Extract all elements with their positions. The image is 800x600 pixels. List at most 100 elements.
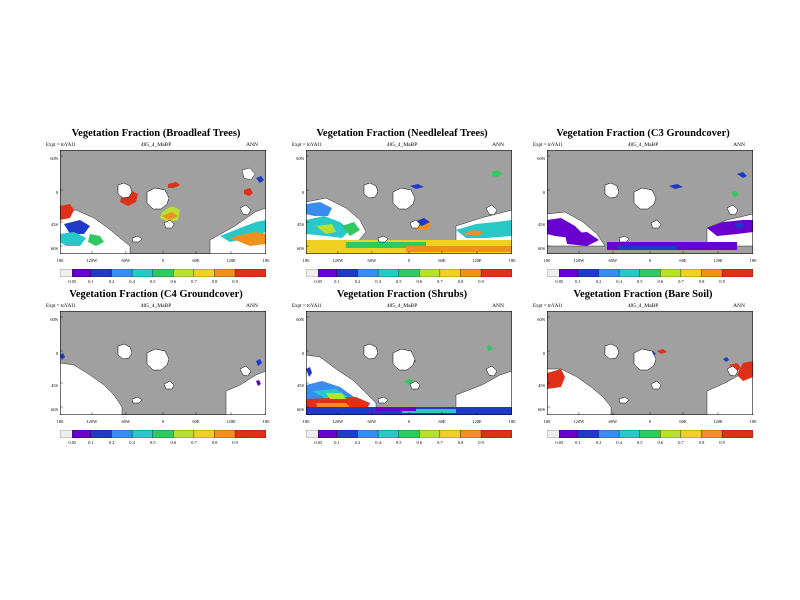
no-data-region — [241, 167, 256, 181]
colorbar-label: 0.4 — [616, 279, 622, 284]
colorbar — [60, 269, 266, 277]
fraction-region — [230, 232, 266, 246]
lat-tick-label: 60N — [50, 317, 58, 322]
coastline-region — [604, 182, 620, 199]
colorbar-swatch — [234, 430, 266, 438]
colorbar-label: 0.9 — [719, 440, 725, 445]
case-label: 485_4_MaBP — [386, 142, 418, 148]
colorbar-swatch — [547, 430, 560, 438]
case-label: 485_4_MaBP — [627, 142, 659, 148]
panel-title: Vegetation Fraction (Shrubs) — [336, 289, 468, 300]
lon-tick-label: 120W — [86, 419, 98, 424]
lon-tick-label: 0 — [648, 419, 652, 424]
coastline-region — [377, 235, 389, 243]
lon-tick-label: 120E — [713, 258, 723, 263]
lon-tick-label: 0 — [161, 419, 165, 424]
lat-tick-label: 0 — [542, 351, 545, 356]
colorbar-swatch — [131, 269, 153, 277]
coastline-region — [117, 343, 133, 360]
no-data-region — [225, 370, 266, 415]
lon-tick-label: 180 — [262, 419, 270, 424]
fraction-region — [565, 232, 599, 246]
fraction-region — [617, 246, 677, 250]
coastline-region — [604, 343, 620, 360]
fraction-region — [220, 220, 266, 242]
lat-tick-label: 60N — [50, 156, 58, 161]
colorbar-swatch — [680, 430, 702, 438]
colorbar-swatch — [214, 269, 236, 277]
lat-tick-label: 60N — [296, 317, 304, 322]
coastline-region — [650, 380, 662, 390]
fraction-region — [737, 361, 753, 381]
panel-title: Vegetation Fraction (Bare Soil) — [573, 289, 713, 300]
colorbar-swatch — [214, 430, 236, 438]
lon-tick-label: 120W — [332, 258, 344, 263]
colorbar-swatch — [377, 430, 399, 438]
coastline-region — [239, 365, 252, 377]
coastline-region — [618, 396, 630, 404]
colorbar-swatch — [90, 269, 112, 277]
colorbar-swatch — [131, 430, 153, 438]
coastline-region — [146, 348, 170, 371]
lon-tick-label: 180 — [508, 258, 516, 263]
expt-label: Expt = toYAI1 — [533, 143, 563, 148]
colorbar-label: 0.8 — [211, 440, 218, 445]
map-plot — [547, 150, 753, 254]
colorbar-label: 0.1 — [88, 279, 94, 284]
colorbar-label: 0.8 — [457, 279, 464, 284]
lon-tick-label: 60W — [367, 419, 377, 424]
colorbar-swatch — [234, 269, 266, 277]
colorbar-label: 0.05 — [68, 440, 77, 445]
fraction-region — [168, 182, 180, 188]
colorbar-label: 0.7 — [678, 279, 684, 284]
colorbar-swatch — [318, 269, 338, 277]
lon-tick-label: 120E — [472, 258, 482, 263]
colorbar-label: 0.2 — [108, 279, 115, 284]
lat-tick-label: 60S — [50, 407, 58, 412]
fraction-region — [256, 176, 264, 183]
colorbar-label: 0.2 — [595, 279, 602, 284]
colorbar-swatch — [152, 430, 174, 438]
fraction-region — [60, 353, 65, 360]
lon-tick-label: 60E — [679, 419, 687, 424]
coastline-region — [392, 187, 416, 210]
no-data-region — [60, 362, 123, 415]
colorbar-swatch — [660, 269, 682, 277]
lon-tick-label: 180 — [56, 419, 64, 424]
lon-tick-label: 60W — [121, 258, 131, 263]
colorbar-label: 0.8 — [211, 279, 218, 284]
colorbar-swatch — [721, 430, 753, 438]
case-label: 485_4_MaBP — [140, 142, 172, 148]
colorbar-label: 0.1 — [575, 440, 581, 445]
lon-tick-label: 180 — [302, 419, 310, 424]
lon-tick-label: 120W — [332, 419, 344, 424]
map-plot — [306, 150, 512, 254]
lat-tick-label: 0 — [55, 351, 58, 356]
panel-title: Vegetation Fraction (C4 Groundcover) — [69, 289, 243, 300]
season-label: ANN — [733, 303, 745, 309]
fraction-region — [376, 407, 416, 411]
colorbar-label: 0.9 — [719, 279, 725, 284]
fraction-region — [342, 222, 360, 236]
lat-tick-label: 45S — [50, 222, 58, 227]
map-panel: Vegetation Fraction (Shrubs) Expt = toYAI… — [292, 289, 515, 445]
colorbar-label: 0.9 — [232, 279, 238, 284]
coastline-region — [409, 380, 421, 390]
colorbar-swatch — [193, 430, 215, 438]
fraction-region — [657, 349, 667, 354]
coastline-region — [146, 187, 170, 210]
lon-tick-label: 180 — [56, 258, 64, 263]
fraction-region — [731, 191, 739, 197]
lon-tick-label: 180 — [543, 258, 551, 263]
coastline-region — [163, 380, 175, 390]
colorbar-swatch — [598, 269, 620, 277]
colorbar-swatch — [377, 269, 399, 277]
fraction-region — [406, 246, 512, 252]
colorbar-swatch — [577, 430, 599, 438]
lon-tick-label: 60E — [679, 258, 687, 263]
coastline-region — [117, 182, 133, 199]
map-plot — [306, 311, 512, 415]
colorbar-label: 0.4 — [129, 440, 135, 445]
lat-tick-label: 60N — [296, 156, 304, 161]
coastline-region — [485, 365, 498, 377]
